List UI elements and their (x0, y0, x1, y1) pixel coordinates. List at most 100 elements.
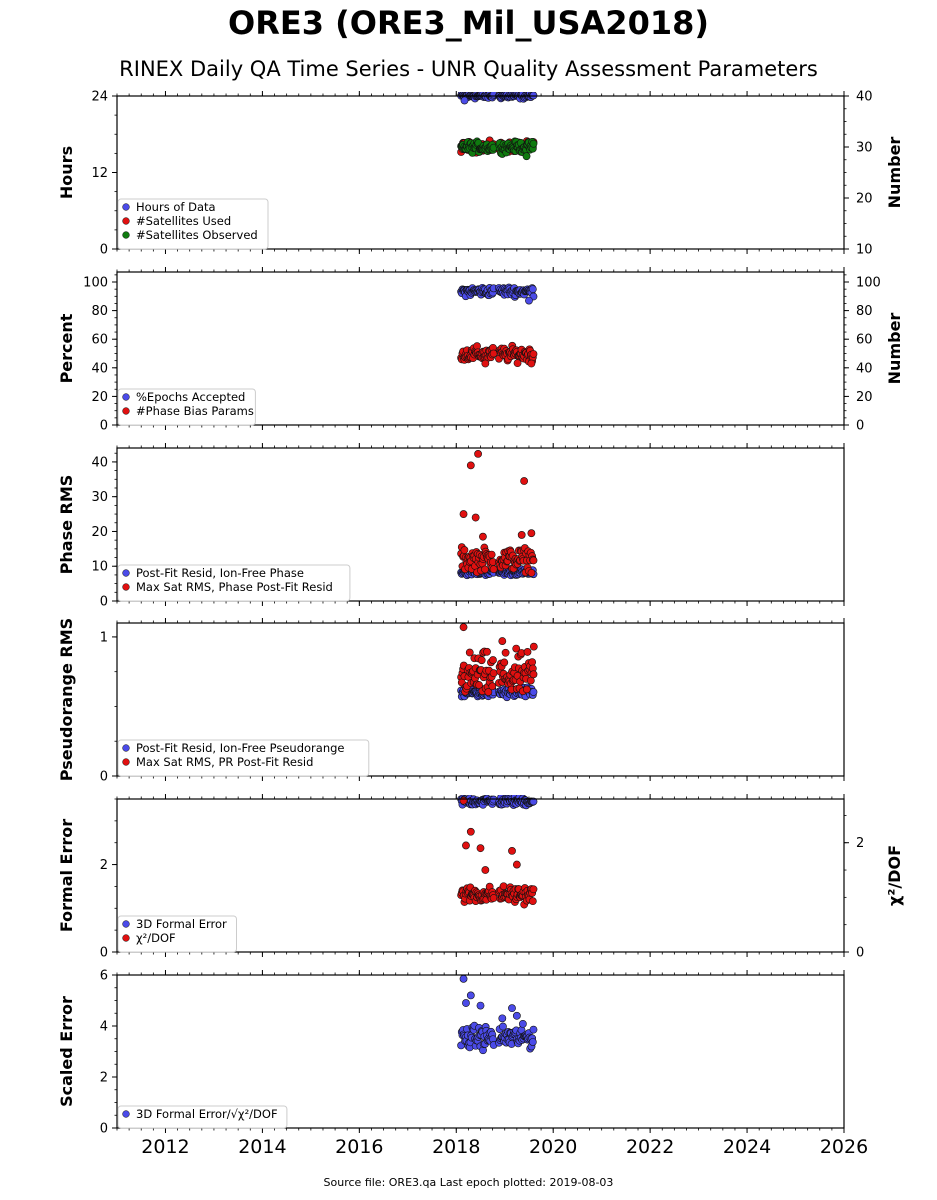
legend-marker (122, 393, 130, 401)
series-points (457, 623, 538, 702)
data-point (528, 1038, 537, 1046)
y2-axis-label: Number (885, 313, 904, 385)
data-point (476, 1001, 485, 1010)
plot-frame (116, 271, 845, 426)
data-point (460, 546, 469, 554)
data-point (483, 647, 491, 656)
legend-marker (122, 1110, 130, 1118)
y-tick-label: 80 (91, 304, 108, 319)
data-point (489, 894, 498, 902)
y-tick-label: 24 (91, 90, 108, 105)
legend-box (117, 564, 351, 602)
legend-marker (122, 407, 130, 415)
data-point (460, 96, 469, 105)
legend-box (117, 739, 370, 777)
plot-frame (116, 447, 845, 602)
plot-frame (116, 95, 845, 250)
legend-entry: #Satellites Used (136, 214, 231, 228)
legend-entry: 3D Formal Error/√χ²/DOF (136, 1107, 278, 1121)
data-point (501, 648, 510, 657)
data-point (481, 359, 490, 368)
y-tick-label: 100 (83, 276, 108, 291)
data-point (475, 681, 483, 689)
x-tick-label: 2016 (335, 1136, 383, 1158)
legend-box (117, 388, 256, 426)
data-point (498, 637, 507, 645)
data-point (527, 529, 536, 538)
data-point (529, 139, 538, 148)
data-point (459, 510, 468, 518)
y2-axis-label: Number (885, 137, 904, 209)
legend-marker (122, 583, 130, 591)
data-point (459, 796, 468, 805)
data-point (481, 565, 489, 574)
legend-entry: #Phase Bias Params (136, 404, 254, 418)
legend-entry: #Satellites Observed (136, 228, 258, 242)
legend-entry: Hours of Data (136, 200, 216, 214)
y2-tick-label: 40 (856, 361, 873, 376)
legend-marker (122, 217, 130, 225)
series-points (457, 283, 538, 368)
y2-tick-label: 40 (856, 90, 873, 105)
data-point (527, 568, 536, 577)
y-tick-label: 0 (100, 595, 108, 610)
data-point (529, 556, 538, 565)
legend-marker (122, 934, 130, 942)
y2-tick-label: 100 (856, 276, 881, 291)
y2-tick-label: 20 (856, 192, 873, 207)
legend-entry: 3D Formal Error (136, 917, 227, 931)
legend-marker (122, 569, 130, 577)
y2-tick-label: 0 (856, 946, 864, 961)
data-point (466, 461, 475, 470)
series-points (457, 974, 538, 1055)
y-axis-label: Phase RMS (57, 475, 76, 575)
legend-entry: Post-Fit Resid, Ion-Free Phase (136, 566, 304, 580)
data-point (522, 152, 531, 161)
source-footer: Source file: ORE3.qa Last epoch plotted:… (323, 1176, 614, 1189)
x-tick-label: 2024 (723, 1136, 771, 1158)
y-tick-label: 2 (100, 858, 108, 873)
legend-entry: χ²/DOF (136, 931, 176, 945)
data-point (522, 685, 531, 694)
data-point (528, 285, 537, 294)
data-point (518, 1019, 527, 1028)
y-axis-label: Percent (57, 313, 76, 383)
series-points (457, 795, 538, 909)
data-point (525, 296, 533, 305)
data-point (508, 847, 516, 855)
legend-entry: %Epochs Accepted (136, 390, 245, 404)
y-tick-label: 2 (100, 1071, 108, 1086)
data-point (512, 1011, 521, 1020)
data-point (529, 642, 538, 651)
data-point (466, 991, 475, 1000)
data-point (529, 885, 538, 894)
y-axis-label: Hours (57, 146, 76, 199)
x-tick-label: 2022 (626, 1136, 674, 1158)
y-tick-label: 10 (91, 560, 108, 575)
y-tick-label: 20 (91, 525, 108, 540)
data-point (462, 999, 470, 1007)
y2-tick-label: 60 (856, 333, 873, 348)
data-point (517, 531, 526, 539)
y-tick-label: 4 (100, 1020, 108, 1035)
y2-tick-label: 80 (856, 304, 873, 319)
legend-marker (122, 203, 130, 211)
y2-tick-label: 2 (856, 836, 864, 851)
series-points (457, 92, 538, 161)
y-tick-label: 40 (91, 455, 108, 470)
data-point (529, 350, 538, 358)
data-point (481, 866, 490, 874)
y-tick-label: 6 (100, 969, 108, 984)
data-point (471, 513, 480, 522)
y-tick-label: 0 (100, 243, 108, 258)
legend-entry: Max Sat RMS, Phase Post-Fit Resid (136, 580, 333, 594)
y2-tick-label: 10 (856, 243, 873, 258)
x-tick-label: 2020 (529, 1136, 577, 1158)
legend-marker (122, 920, 130, 928)
data-point (462, 841, 470, 850)
data-point (487, 550, 496, 559)
legend-entry: Max Sat RMS, PR Post-Fit Resid (136, 755, 313, 769)
y-tick-label: 0 (100, 419, 108, 434)
